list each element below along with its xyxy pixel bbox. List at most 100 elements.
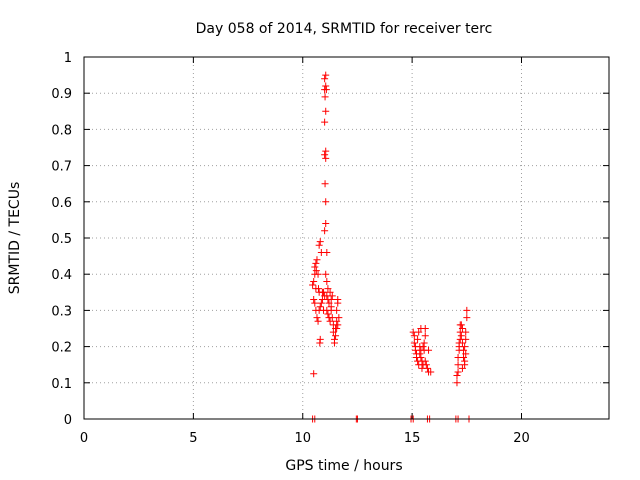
data-point [462,350,470,358]
data-point [326,317,334,325]
data-point [321,180,329,188]
y-tick-label: 0.2 [51,341,72,356]
data-point [327,296,335,304]
data-point [420,339,428,347]
y-tick-label: 0.6 [51,196,72,211]
data-point [317,299,325,307]
data-point [312,259,320,267]
data-points [309,71,473,423]
data-point [454,368,462,376]
data-point [460,353,468,361]
data-point [414,335,422,343]
data-point [333,306,341,314]
y-tick-label: 0.8 [51,123,72,138]
y-axis-label: SRMTID / TECUs [7,182,23,295]
data-point [457,332,465,340]
data-point [316,238,324,246]
data-point [322,71,330,79]
data-point [328,314,336,322]
data-point [420,346,428,354]
data-point [322,220,330,228]
data-point [422,361,430,369]
data-point [315,285,322,293]
data-point [328,292,336,300]
data-point [321,118,329,126]
data-point [314,317,322,325]
data-point [324,285,332,293]
data-point [322,270,330,278]
data-point [321,75,329,83]
data-point [320,288,328,296]
data-point [462,328,470,336]
data-point [462,335,470,343]
data-point [333,325,341,332]
data-point [463,314,471,322]
data-point [416,350,424,358]
data-point [321,151,329,159]
data-point [322,198,330,206]
x-tick-label: 20 [513,431,530,446]
data-point [310,370,318,378]
data-point [417,325,425,332]
data-point [314,270,322,278]
y-tick-label: 1 [64,51,72,66]
data-point [313,314,321,322]
y-tick-label: 0.9 [51,87,72,102]
data-point [334,321,342,329]
data-point [326,288,334,296]
data-point [324,310,332,318]
data-point [323,277,331,285]
data-point [332,332,340,340]
data-point [421,332,429,340]
data-point [330,339,338,347]
data-point [453,372,461,380]
data-point [315,241,323,249]
data-point [461,357,469,365]
axis-ticks: 0 5 10 15 20 0 0.1 0.2 0.3 0.4 0.5 0.6 0.7 0.8 0.9 1 [51,51,609,446]
y-tick-label: 0.7 [51,160,72,175]
data-point [419,343,427,351]
data-point [322,154,330,162]
data-point [458,325,466,332]
data-point [321,93,329,101]
data-point [312,267,320,275]
data-point [421,357,429,365]
data-point [460,346,468,354]
data-point [311,299,319,307]
data-point [321,227,329,235]
data-point [322,82,330,90]
chart-title: Day 058 of 2014, SRMTID for receiver ter… [196,21,493,37]
data-point [311,263,319,271]
data-point [461,343,469,351]
plot-frame [83,56,610,420]
data-point [309,281,317,289]
data-point [327,303,335,311]
x-tick-label: 10 [294,431,311,446]
data-point [456,321,464,329]
data-point [463,306,471,314]
data-point [310,277,318,285]
data-point [325,299,333,307]
grid-lines [84,57,609,419]
y-tick-label: 0.5 [51,232,72,247]
data-point [455,339,463,347]
data-point [427,368,435,376]
data-point [316,339,324,347]
data-point [310,296,318,304]
data-point [454,361,462,369]
data-point [322,107,330,115]
data-point [333,317,341,325]
data-point [410,339,418,347]
data-point [329,328,337,336]
x-tick-label: 15 [404,431,421,446]
data-point [316,303,324,311]
data-point [322,86,330,94]
data-point [410,332,418,340]
data-point [417,353,425,361]
data-point [334,296,342,304]
data-point [423,364,431,372]
y-tick-label: 0 [64,413,72,428]
data-point [415,328,423,336]
data-point [322,147,330,155]
